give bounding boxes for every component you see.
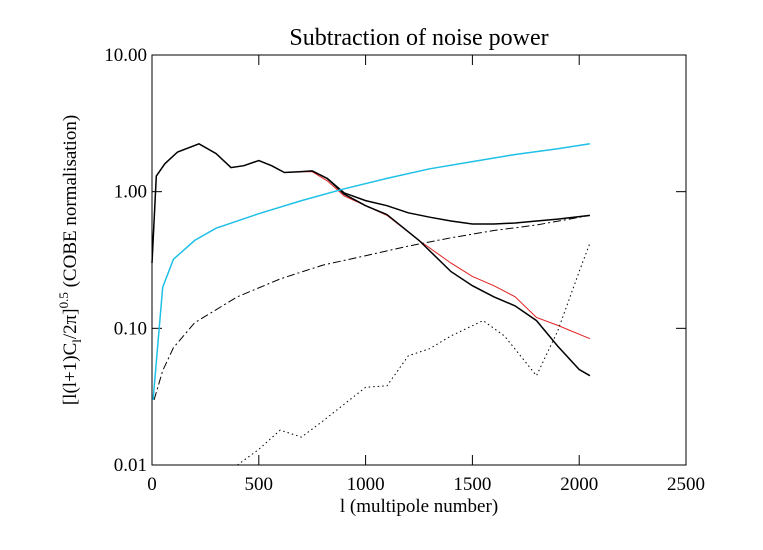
y-label-sub: l [69,339,84,343]
series-line [153,214,590,400]
series-line [151,142,590,264]
y-tick-label: 0.10 [114,318,147,339]
y-label-main: [l(l+1)C [60,343,81,405]
y-label-mid: /2π] [60,308,81,339]
y-axis-label: [l(l+1)Cl/2π]0.5 (COBE normalisation) [56,115,84,405]
y-tick-label: 1.00 [114,182,147,203]
x-tick-label: 0 [147,474,157,495]
y-tick-label: 0.01 [114,455,147,476]
series-line [152,143,591,400]
y-label-sup: 0.5 [56,292,71,308]
x-tick-label: 500 [245,474,274,495]
x-tick-label: 1000 [347,474,385,495]
y-tick-label: 10.00 [104,45,147,66]
y-label-tail: (COBE normalisation) [60,115,81,292]
series-line [326,177,591,377]
x-tick-label: 1500 [453,474,491,495]
x-tick-label: 2000 [560,474,598,495]
x-axis-label: l (multipole number) [340,496,498,517]
chart-title: Subtraction of noise power [289,25,548,51]
x-tick-label: 2500 [667,474,705,495]
